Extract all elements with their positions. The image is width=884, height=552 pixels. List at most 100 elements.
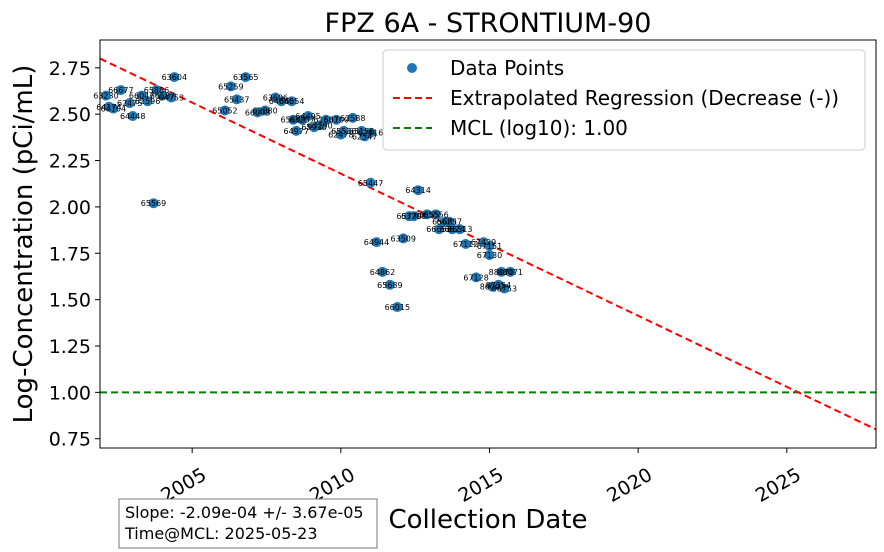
data-point-label: 66047: [129, 92, 154, 101]
data-point-label: 65681: [432, 218, 457, 227]
data-point-label: 66700: [324, 116, 349, 125]
data-point-label: 65259: [218, 82, 243, 91]
data-point-label: 64040: [269, 97, 294, 106]
data-point-label: 88070: [489, 268, 514, 277]
y-tick-label: 1.75: [49, 243, 91, 265]
data-point: [484, 250, 495, 261]
data-point: [124, 98, 135, 109]
y-tick-label: 2.75: [49, 58, 91, 80]
data-point-label: 62816: [358, 129, 383, 138]
data-point-label: 64495: [295, 112, 320, 121]
y-tick-label: 2.50: [49, 104, 91, 126]
data-point-label: 66093: [245, 108, 270, 117]
data-point-label: 64977: [284, 127, 309, 136]
data-point-label: 65930: [301, 123, 326, 132]
legend-label-regression: Extrapolated Regression (Decrease (-)): [450, 86, 839, 110]
stats-box: Slope: -2.09e-04 +/- 3.67e-05 Time@MCL: …: [118, 498, 378, 549]
y-tick-label: 1.50: [49, 290, 91, 312]
data-point: [447, 224, 458, 235]
data-point-label: 64944: [364, 238, 389, 247]
data-point: [398, 233, 409, 244]
data-point: [377, 266, 388, 277]
data-point: [422, 209, 433, 220]
y-tick-label: 2.00: [49, 197, 91, 219]
data-point: [371, 237, 382, 248]
data-point: [286, 96, 297, 107]
data-point: [496, 266, 507, 277]
data-point-label: 62547: [352, 132, 377, 141]
data-point-label: 67128: [463, 273, 488, 282]
data-point-label: 66257: [437, 218, 462, 227]
data-point: [365, 127, 376, 138]
data-point: [260, 105, 271, 116]
data-point: [108, 103, 119, 114]
data-point: [240, 72, 251, 83]
plot-area-frame: [99, 39, 877, 449]
data-point: [231, 94, 242, 105]
y-axis-label: Log-Concentration (pCi/mL): [9, 65, 39, 424]
data-point-label: 67112: [453, 240, 478, 249]
data-point-label: 66824: [440, 225, 465, 234]
data-point: [408, 211, 419, 222]
data-point-label: 62588: [340, 114, 365, 123]
data-point: [291, 125, 302, 136]
data-point: [157, 90, 168, 101]
data-point: [430, 209, 441, 220]
data-point-label: 88071: [498, 268, 523, 277]
data-point-label: 63509: [391, 234, 416, 243]
stats-box-frame: [118, 498, 378, 549]
legend-box: [382, 49, 866, 151]
y-tick-label: 0.75: [49, 429, 91, 451]
data-point-label: 64174: [96, 103, 121, 112]
data-point-label: 63798: [401, 212, 426, 221]
data-point: [454, 224, 465, 235]
data-point-label: 62880: [252, 106, 277, 115]
data-point-label: 63606: [263, 93, 288, 102]
y-tick-label: 1.25: [49, 336, 91, 358]
legend-marker-data-points: [407, 63, 417, 73]
data-point: [347, 112, 358, 123]
data-point-label: 63565: [233, 73, 258, 82]
stats-time-at-mcl-text: Time@MCL: 2025-05-23: [124, 524, 318, 543]
legend-label-mcl: MCL (log10): 1.00: [450, 116, 628, 140]
data-point-label: 64862: [370, 268, 395, 277]
data-point: [148, 198, 159, 209]
data-point-label: 64104: [101, 105, 126, 114]
data-point-label: 66587: [150, 92, 175, 101]
data-points-layer: [100, 72, 516, 313]
data-point: [276, 96, 287, 107]
data-point: [219, 105, 230, 116]
data-point: [384, 279, 395, 290]
data-point-label: 66677: [108, 86, 133, 95]
data-point-label: 63257: [289, 116, 314, 125]
data-point-label: 61601: [313, 116, 338, 125]
y-tick-label: 1.00: [49, 382, 91, 404]
y-tick-label: 2.25: [49, 151, 91, 173]
y-axis-ticks: 0.75 1.00 1.25 1.50 1.75 2.00 2.25 2.50 2.75: [49, 58, 100, 451]
data-point-label: 66652: [426, 225, 451, 234]
data-point-label: 63230: [93, 92, 118, 101]
data-point-label: 62475: [117, 99, 142, 108]
data-point-label: 63290: [307, 121, 332, 130]
data-point-label: 65536: [331, 127, 356, 136]
data-point: [484, 240, 495, 251]
data-point: [127, 111, 138, 122]
data-point-label: 86007: [480, 283, 505, 292]
legend-label-data-points: Data Points: [450, 56, 564, 80]
data-point: [413, 185, 424, 196]
data-point-label: 62596: [135, 97, 160, 106]
data-point-label: 67429: [471, 238, 496, 247]
data-point-label: 66155: [414, 210, 439, 219]
x-axis-label: Collection Date: [388, 505, 587, 535]
data-point-label: 65669: [281, 116, 306, 125]
data-point: [225, 81, 236, 92]
data-point-label: 65437: [224, 95, 249, 104]
data-point-label: 65569: [141, 199, 166, 208]
data-point-label: 65689: [377, 281, 402, 290]
data-point: [169, 72, 180, 83]
data-point: [288, 114, 299, 125]
data-point: [471, 272, 482, 283]
data-point-label: 65886: [144, 86, 169, 95]
data-point: [433, 224, 444, 235]
